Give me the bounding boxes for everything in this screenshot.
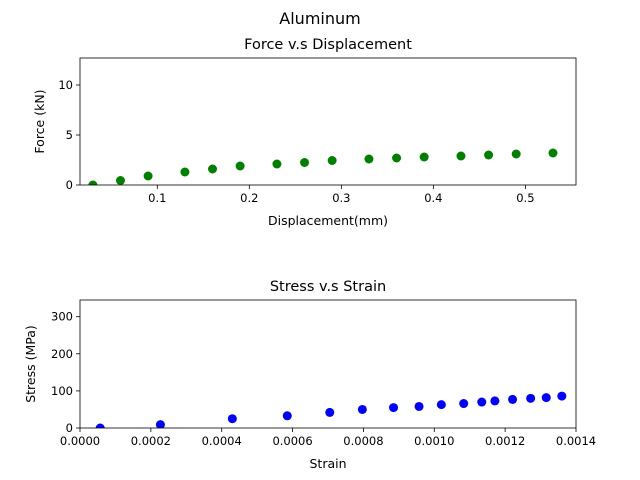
data-point <box>143 171 153 181</box>
data-point <box>484 150 494 160</box>
y-tick-label: 200 <box>51 347 73 361</box>
y-tick-label: 0 <box>66 421 73 435</box>
x-axis-label: Strain <box>309 456 346 471</box>
y-tick-label: 0 <box>66 178 73 192</box>
x-tick-label: 0.0014 <box>556 434 596 448</box>
x-axis-label: Displacement(mm) <box>268 213 388 228</box>
data-point <box>208 164 218 174</box>
data-points <box>95 391 567 428</box>
figure-suptitle: Aluminum <box>279 9 360 28</box>
x-tick-label: 0.2 <box>240 191 258 205</box>
data-point <box>115 176 125 185</box>
axes-frame <box>79 57 577 186</box>
data-point <box>557 391 567 401</box>
x-tick-label: 0.3 <box>332 191 350 205</box>
data-point <box>456 151 466 161</box>
x-tick-label: 0.5 <box>516 191 534 205</box>
data-point <box>180 167 190 177</box>
data-point <box>300 158 310 167</box>
x-tick-label: 0.4 <box>424 191 442 205</box>
data-point <box>541 393 551 403</box>
x-tick-label: 0.0006 <box>272 434 312 448</box>
x-tick-label: 0.1 <box>148 191 166 205</box>
data-point <box>272 159 282 169</box>
y-tick-label: 300 <box>51 310 73 324</box>
data-point <box>227 414 237 424</box>
x-tick-label: 0.0008 <box>343 434 383 448</box>
x-tick-label: 0.0000 <box>60 434 100 448</box>
data-point <box>357 404 367 414</box>
data-point <box>459 399 469 409</box>
data-point <box>364 154 374 164</box>
data-point <box>95 423 105 428</box>
y-tick-label: 100 <box>51 384 73 398</box>
data-point <box>419 152 429 162</box>
data-point <box>526 393 536 403</box>
data-point <box>327 156 337 165</box>
chart-title: Force v.s Displacement <box>244 37 412 53</box>
data-point <box>389 403 399 413</box>
force-displacement-chart: Force v.s Displacement 0.1 0.2 0.3 0.4 0.5 0 5 1… <box>32 37 577 228</box>
data-point <box>490 396 500 406</box>
y-tick-label: 5 <box>66 128 73 142</box>
x-tick-label: 0.0012 <box>485 434 525 448</box>
x-tick-label: 0.0004 <box>202 434 242 448</box>
data-point <box>88 180 98 185</box>
data-point <box>477 397 487 407</box>
stress-strain-chart: Stress v.s Strain 0.0000 0.0002 0.0004 0.000… <box>23 279 596 471</box>
data-point <box>414 401 424 411</box>
y-axis-label: Force (kN) <box>32 89 47 153</box>
data-point <box>282 411 292 421</box>
chart-title: Stress v.s Strain <box>270 279 386 295</box>
data-point <box>392 153 402 163</box>
data-point <box>508 394 518 404</box>
data-points <box>88 148 558 185</box>
x-tick-label: 0.0010 <box>414 434 454 448</box>
axes-frame <box>79 299 577 429</box>
data-point <box>235 161 245 171</box>
y-axis-label: Stress (MPa) <box>23 325 38 403</box>
data-point <box>436 400 446 410</box>
data-point <box>548 148 558 158</box>
data-point <box>511 149 521 159</box>
data-point <box>325 407 335 417</box>
y-tick-label: 10 <box>58 78 73 92</box>
x-tick-label: 0.0002 <box>131 434 171 448</box>
data-point <box>155 420 165 428</box>
